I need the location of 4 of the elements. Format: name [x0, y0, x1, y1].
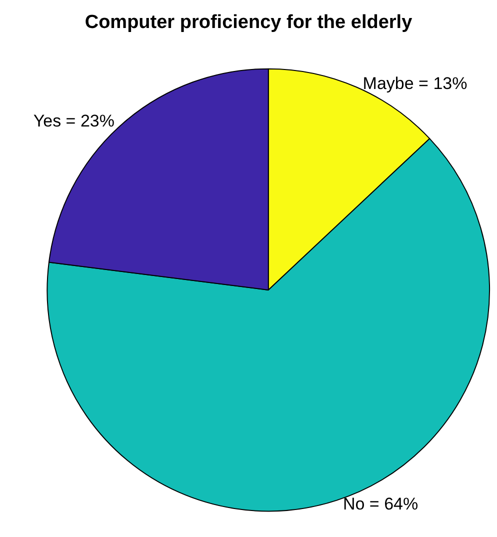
- slice-label: No = 64%: [342, 494, 418, 514]
- slice-label: Yes = 23%: [33, 112, 114, 131]
- chart-title: Computer proficiency for the elderly: [84, 12, 413, 33]
- slice-label: Maybe = 13%: [362, 74, 468, 93]
